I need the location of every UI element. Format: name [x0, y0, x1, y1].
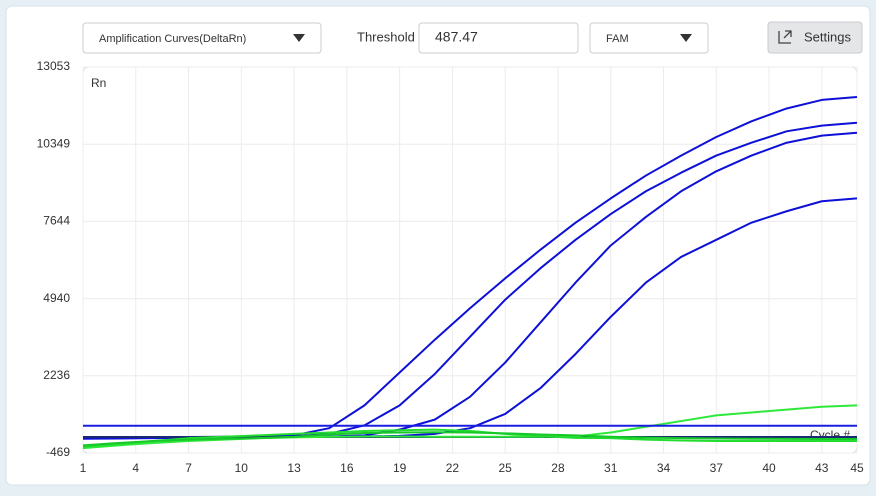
x-tick-label: 40 — [762, 461, 776, 475]
x-tick-label: 16 — [340, 461, 354, 475]
input-box[interactable] — [418, 22, 579, 54]
threshold-label: Threshold — [357, 29, 415, 44]
y-axis-label: Rn — [91, 76, 106, 90]
threshold-input[interactable]: 487.47 — [418, 22, 579, 54]
x-tick-label: 31 — [604, 461, 618, 475]
y-tick-label: -469 — [46, 445, 70, 459]
settings-button[interactable]: Settings — [767, 21, 863, 54]
y-tick-label: 13053 — [37, 59, 71, 73]
dropdown-arrow — [293, 34, 305, 42]
x-tick-label: 25 — [499, 461, 513, 475]
view-dropdown[interactable]: Amplification Curves(DeltaRn) — [82, 22, 322, 54]
y-tick-label: 7644 — [43, 214, 70, 228]
x-tick-label: 43 — [815, 461, 829, 475]
dropdown-arrow — [680, 34, 692, 42]
x-tick-label: 19 — [393, 461, 407, 475]
x-tick-label: 37 — [710, 461, 724, 475]
settings-icon — [778, 30, 792, 44]
x-tick-label: 13 — [287, 461, 301, 475]
dropdown-label: Amplification Curves(DeltaRn) — [99, 33, 246, 45]
x-tick-label: 7 — [185, 461, 192, 475]
amplification-curve — [82, 404, 858, 450]
dye-dropdown[interactable]: FAM — [589, 22, 709, 54]
button-box[interactable] — [767, 21, 863, 54]
x-tick-label: 1 — [80, 461, 87, 475]
dropdown-box[interactable] — [589, 22, 709, 54]
dropdown-box[interactable] — [82, 22, 322, 54]
threshold-value: 487.47 — [435, 29, 478, 45]
amplification-curve — [82, 431, 857, 447]
button-label: Settings — [804, 29, 851, 44]
plot-area — [82, 66, 858, 454]
x-tick-label: 34 — [657, 461, 671, 475]
x-tick-label: 4 — [132, 461, 139, 475]
dropdown-label: FAM — [606, 33, 629, 45]
x-tick-label: 10 — [235, 461, 249, 475]
amplification-curve — [82, 428, 857, 448]
x-tick-label: 45 — [850, 461, 864, 475]
y-tick-label: 2236 — [43, 368, 70, 382]
x-tick-label: 22 — [446, 461, 460, 475]
y-tick-label: 4940 — [43, 291, 70, 305]
x-tick-label: 28 — [551, 461, 565, 475]
y-tick-label: 10349 — [37, 136, 71, 150]
